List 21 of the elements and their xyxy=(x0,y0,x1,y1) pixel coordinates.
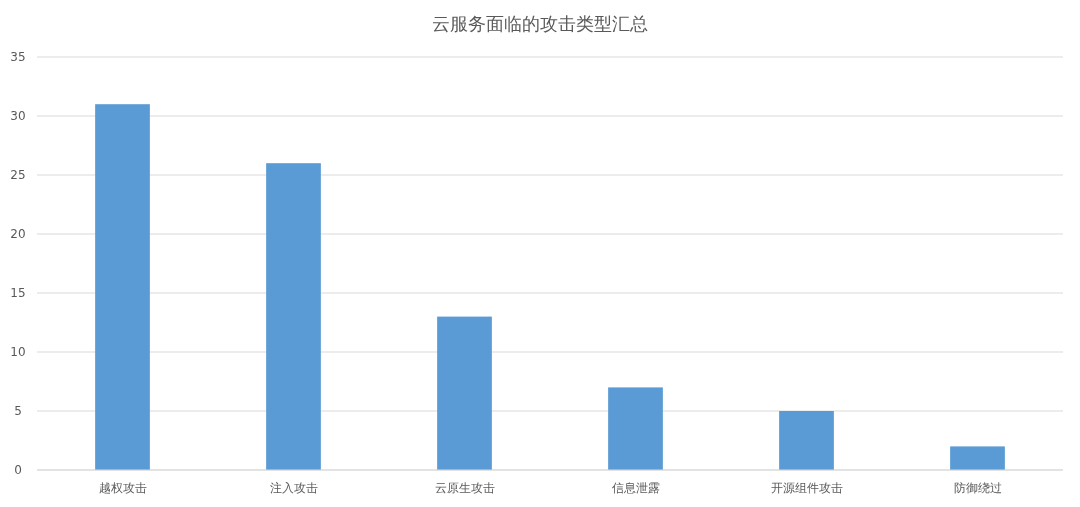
x-tick-label: 云原生攻击 xyxy=(434,481,495,495)
bar xyxy=(950,446,1005,470)
x-tick-label: 信息泄露 xyxy=(611,481,660,495)
chart-title: 云服务面临的攻击类型汇总 xyxy=(432,13,648,34)
y-tick-label: 20 xyxy=(10,227,26,241)
x-tick-label: 防御绕过 xyxy=(953,481,1002,495)
y-tick-label: 30 xyxy=(10,109,26,123)
bar xyxy=(608,387,663,470)
bar xyxy=(95,104,150,470)
y-tick-label: 10 xyxy=(10,345,26,359)
x-tick-label: 开源组件攻击 xyxy=(770,481,843,495)
y-tick-label: 35 xyxy=(10,50,26,64)
bar xyxy=(437,316,492,470)
x-tick-label: 注入攻击 xyxy=(269,481,318,495)
x-tick-label: 越权攻击 xyxy=(98,481,147,495)
y-tick-label: 25 xyxy=(10,168,26,182)
y-tick-label: 0 xyxy=(14,463,22,477)
y-tick-label: 5 xyxy=(14,404,22,418)
bar xyxy=(266,163,321,470)
bar xyxy=(779,411,834,470)
y-tick-label: 15 xyxy=(10,286,26,300)
